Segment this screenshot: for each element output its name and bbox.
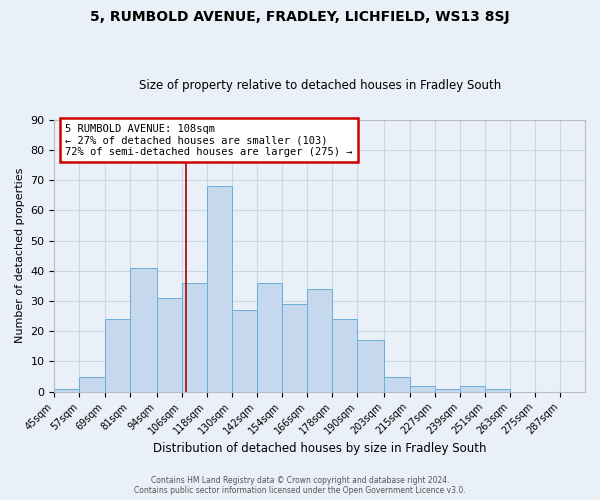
Bar	[410, 386, 434, 392]
Bar	[79, 376, 104, 392]
Bar	[358, 340, 385, 392]
Bar	[307, 289, 332, 392]
Text: Contains HM Land Registry data © Crown copyright and database right 2024.
Contai: Contains HM Land Registry data © Crown c…	[134, 476, 466, 495]
Bar	[257, 283, 282, 392]
Y-axis label: Number of detached properties: Number of detached properties	[15, 168, 25, 344]
Bar	[104, 319, 130, 392]
Bar	[282, 304, 307, 392]
Bar	[232, 310, 257, 392]
X-axis label: Distribution of detached houses by size in Fradley South: Distribution of detached houses by size …	[153, 442, 487, 455]
Bar	[182, 283, 207, 392]
Bar	[460, 386, 485, 392]
Bar	[332, 319, 358, 392]
Text: 5, RUMBOLD AVENUE, FRADLEY, LICHFIELD, WS13 8SJ: 5, RUMBOLD AVENUE, FRADLEY, LICHFIELD, W…	[90, 10, 510, 24]
Bar	[385, 376, 410, 392]
Bar	[207, 186, 232, 392]
Bar	[434, 388, 460, 392]
Title: Size of property relative to detached houses in Fradley South: Size of property relative to detached ho…	[139, 79, 501, 92]
Bar	[485, 388, 510, 392]
Bar	[130, 268, 157, 392]
Bar	[157, 298, 182, 392]
Bar	[55, 388, 79, 392]
Text: 5 RUMBOLD AVENUE: 108sqm
← 27% of detached houses are smaller (103)
72% of semi-: 5 RUMBOLD AVENUE: 108sqm ← 27% of detach…	[65, 124, 353, 157]
